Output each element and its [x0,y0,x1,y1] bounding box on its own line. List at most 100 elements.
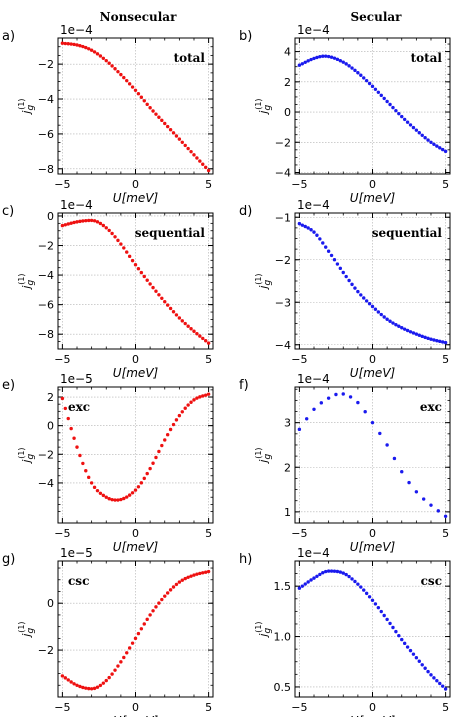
data-point [192,573,196,577]
data-point [157,293,161,297]
x-axis-label: U[meV] [113,540,159,554]
data-point [127,254,132,259]
data-point [186,575,190,579]
data-point [385,617,389,622]
y-tick-label: 0 [47,210,54,223]
data-point [84,45,88,50]
data-point [142,476,146,481]
data-point [201,162,205,166]
x-tick-label: 5 [442,353,449,366]
data-point [180,140,184,144]
data-point [154,605,158,609]
data-point [75,220,79,224]
panel-label: h) [239,552,252,567]
data-point [186,403,190,407]
data-point [177,413,182,418]
data-point [116,498,120,502]
scale-multiplier: 1e−4 [60,23,93,37]
data-point [435,339,439,343]
chart-panel: −5 0 5 −4 −2 0 2 e) 1e−5 U[meV] jg(1) exc [2,372,214,554]
data-point [136,92,141,96]
data-point [84,469,88,473]
data-point [432,338,436,342]
x-tick-label: −5 [291,353,307,366]
x-axis-label: U[meV] [113,191,159,205]
data-point [379,609,383,614]
data-point [312,407,316,411]
data-point [429,337,433,341]
data-point [436,509,440,513]
y-tick-label: −8 [38,163,54,176]
data-point [312,56,316,61]
data-point [350,282,354,287]
data-point [110,231,114,236]
data-point [206,341,211,345]
data-point [119,497,123,502]
scale-multiplier: 1e−4 [60,198,93,212]
data-point [411,652,416,656]
data-point [315,233,319,237]
data-point [142,622,146,626]
data-point [392,456,397,461]
data-point [417,659,421,663]
x-tick-label: 0 [369,527,376,540]
data-point [139,627,144,631]
data-point [168,128,173,132]
data-point [72,42,76,47]
data-point [350,577,354,581]
y-tick-label: −4 [275,339,291,352]
data-point [171,585,176,589]
data-point [356,400,360,405]
data-point [359,73,363,77]
data-point [303,60,307,65]
data-point [300,584,305,588]
y-tick-label: −6 [38,299,54,312]
data-point [405,645,410,649]
data-point [160,118,164,123]
annotation-label: sequential [372,226,443,240]
chart-panel: −5 0 5 −2 0 g) 1e−5 U[meV] jg(1) csc [2,546,214,717]
data-point [163,121,167,126]
data-point [300,62,305,66]
data-point [89,687,94,691]
data-point [382,613,386,618]
data-point [125,651,129,655]
data-point [75,43,79,47]
data-point [376,310,381,314]
data-point [195,332,199,336]
data-point [69,42,73,46]
data-point [192,329,196,333]
x-tick-label: −5 [54,178,70,191]
data-point [402,641,407,646]
data-point [189,149,193,154]
y-tick-label: −2 [38,240,54,253]
data-point [63,406,68,411]
x-tick-label: 0 [369,178,376,191]
data-point [89,481,94,485]
data-point [104,58,108,63]
data-point [344,572,348,577]
data-point [69,221,73,225]
data-point [63,41,68,46]
data-point [435,679,439,683]
data-point [203,339,208,343]
data-point [385,99,389,104]
x-tick-label: 0 [132,527,139,540]
data-point [206,392,211,396]
y-tick-label: 0.5 [274,681,292,694]
data-point [402,117,407,122]
data-point [408,330,413,334]
data-point [113,235,117,239]
data-point [133,88,138,93]
data-point [203,165,208,170]
data-point [122,75,126,80]
data-point [306,580,310,584]
data-point [122,655,126,660]
y-axis-label: jg(1) [17,621,36,638]
x-axis-label: U[meV] [350,540,396,554]
data-point [356,289,360,294]
data-point [101,56,106,60]
data-point [359,585,363,589]
data-point [373,87,378,91]
data-point [440,684,445,688]
